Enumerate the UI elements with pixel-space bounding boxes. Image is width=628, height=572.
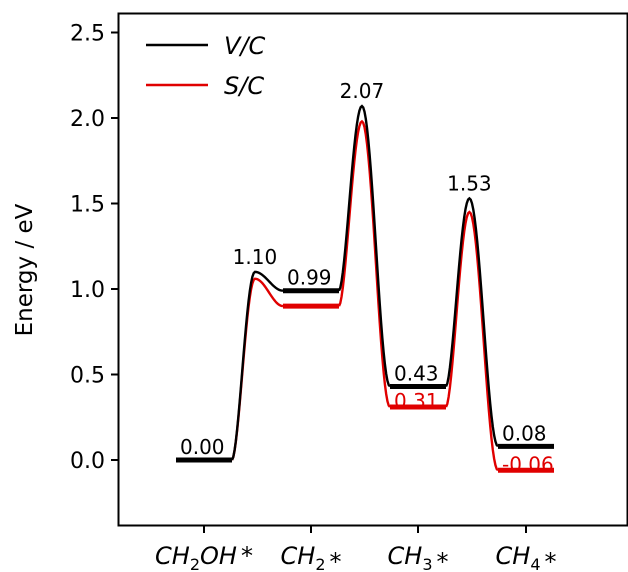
category-base: CH [496,542,531,570]
series-v-c [176,104,554,463]
transition-value-label: 1.10 [233,245,278,269]
category-base: CH [155,542,190,570]
x-category-label: CH2OH * [155,542,253,572]
level-value-label: 0.00 [180,435,225,459]
series-layer [176,104,554,473]
y-tick-label: 2.0 [70,107,105,132]
value-labels: 0.31 -0.06 0.00 0.99 0.43 0.08 1.10 2.07 1.53 [180,79,554,476]
transition-curve [337,104,391,388]
legend-label: V/C [224,32,266,60]
category-rest: OH [200,542,237,570]
y-axis: 0.0 0.5 1.0 1.5 2.0 2.5 [70,22,119,474]
y-tick-label: 2.5 [70,22,105,47]
level-value-label: -0.06 [502,452,554,476]
level-value-label: 0.99 [287,266,332,290]
x-category-label: CH4 * [496,542,557,572]
transition-curve [337,119,391,408]
y-axis-title: Energy / eV [12,203,38,336]
category-star: * [330,548,342,572]
legend-label: S/C [224,72,264,100]
y-tick-label: 0.5 [70,364,105,389]
category-subscript: 2 [190,555,200,572]
y-tick-label: 1.5 [70,193,105,218]
transition-curve [444,210,499,472]
level-value-label: 0.31 [394,389,439,413]
legend: V/C S/C [146,32,266,100]
category-star: * [545,548,557,572]
transition-value-label: 1.53 [447,171,492,195]
transition-curve [230,277,284,461]
x-axis: CH2OH * CH2 * CH3 * CH4 * [155,525,557,572]
category-base: CH [281,542,316,570]
category-subscript: 2 [315,555,325,572]
category-star: * [437,548,449,572]
y-tick-label: 1.0 [70,278,105,303]
category-subscript: 3 [422,555,432,572]
level-value-label: 0.08 [502,421,547,445]
category-star: * [241,542,253,570]
level-value-label: 0.43 [394,361,439,385]
x-category-label: CH2 * [281,542,342,572]
category-base: CH [388,542,423,570]
category-subscript: 4 [530,555,540,572]
series-s-c [176,119,554,473]
transition-value-label: 2.07 [340,79,385,103]
transition-curve [444,196,499,448]
transition-curve [230,270,284,461]
x-category-label: CH3 * [388,542,449,572]
y-tick-label: 0.0 [70,449,105,474]
